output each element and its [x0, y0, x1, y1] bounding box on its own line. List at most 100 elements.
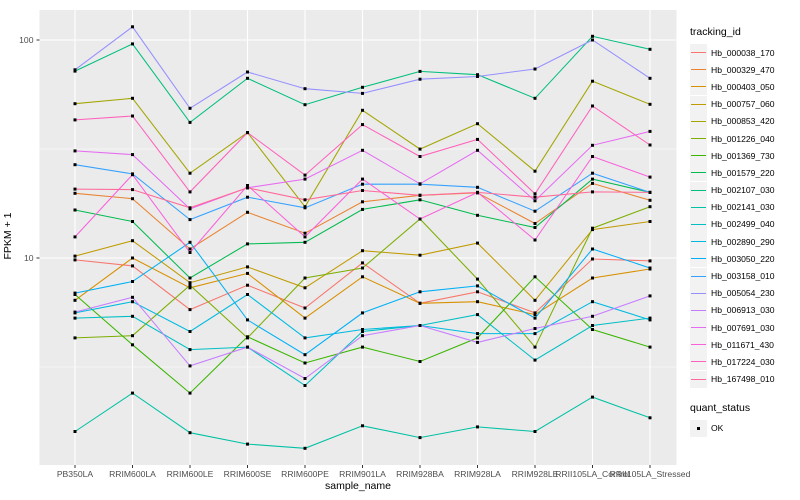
legend-entry-label: Hb_002107_030	[711, 185, 775, 196]
data-point	[591, 276, 594, 280]
data-point	[418, 253, 422, 257]
legend-line-icon	[691, 361, 706, 363]
data-point	[418, 436, 422, 440]
data-point	[246, 265, 249, 269]
data-point	[73, 235, 77, 239]
data-point	[533, 332, 537, 336]
legend-key-swatch	[690, 319, 707, 337]
data-point	[476, 300, 479, 304]
data-point	[246, 131, 249, 135]
legend-entry-Hb_005054_230: Hb_005054_230	[690, 284, 798, 302]
data-point	[361, 177, 364, 181]
data-point	[533, 311, 537, 315]
data-point	[131, 264, 134, 268]
data-point	[303, 446, 307, 450]
legend-key-swatch	[690, 233, 707, 251]
legend-entries: Hb_000038_170 Hb_000329_470 Hb_000403_050 H…	[690, 44, 798, 388]
data-point	[591, 314, 594, 318]
data-point	[648, 47, 652, 51]
data-point	[591, 395, 594, 399]
data-point	[533, 358, 537, 362]
data-point	[73, 187, 77, 191]
data-point	[131, 188, 134, 192]
data-point	[591, 34, 594, 38]
legend-entry-Hb_000403_050: Hb_000403_050	[690, 78, 798, 96]
data-point	[533, 195, 537, 199]
data-point	[591, 300, 594, 304]
data-point	[476, 122, 479, 126]
data-point	[131, 391, 134, 395]
data-point	[131, 239, 134, 243]
legend-entry-label: Hb_011671_430	[711, 339, 774, 350]
data-point	[188, 171, 192, 175]
data-point	[303, 377, 307, 380]
data-point	[361, 328, 364, 331]
data-point	[361, 182, 364, 186]
data-point	[73, 118, 77, 122]
data-point	[131, 300, 134, 304]
data-point	[73, 254, 77, 258]
data-point	[73, 310, 77, 314]
data-point	[303, 276, 307, 280]
legend-line-icon	[691, 189, 706, 191]
legend-line-icon	[691, 223, 706, 225]
data-point	[533, 316, 537, 320]
data-point	[476, 185, 479, 189]
data-point	[361, 424, 364, 428]
data-point	[188, 206, 192, 210]
legend-line-icon	[691, 206, 706, 208]
data-point	[131, 173, 134, 177]
data-point	[73, 291, 77, 295]
data-point	[418, 182, 422, 186]
data-point	[476, 284, 479, 288]
data-point	[648, 198, 652, 202]
legend-entry-label: Hb_002499_040	[711, 219, 775, 230]
legend-entry-label: Hb_001369_730	[711, 150, 775, 161]
data-point	[361, 189, 364, 192]
panel-background	[39, 10, 677, 465]
legend-line-icon	[691, 172, 706, 174]
data-point	[533, 222, 537, 225]
data-point	[246, 195, 249, 199]
x-tick-label: RRIM928LE	[512, 469, 559, 479]
data-point	[533, 96, 537, 100]
x-tick-label: PB350LA	[57, 469, 94, 479]
legend-key-swatch	[690, 164, 707, 182]
data-point	[73, 163, 77, 167]
legend-line-icon	[691, 86, 706, 88]
data-point	[418, 217, 422, 221]
data-point	[476, 241, 479, 245]
data-point	[418, 360, 422, 363]
legend-entry-label: Hb_007691_030	[711, 322, 775, 333]
data-point	[131, 314, 134, 318]
x-tick-label: RRIM600LA	[109, 469, 156, 479]
data-point	[246, 210, 249, 214]
data-point	[73, 258, 77, 262]
data-point	[188, 283, 192, 287]
data-point	[533, 192, 537, 196]
data-point	[246, 184, 249, 187]
data-point	[361, 200, 364, 204]
data-point	[361, 311, 364, 315]
data-point	[361, 334, 364, 338]
legend-key-swatch	[690, 336, 707, 354]
data-point	[303, 177, 307, 181]
data-point	[188, 276, 192, 280]
data-point	[533, 199, 537, 203]
data-point	[131, 220, 134, 223]
data-point	[188, 431, 192, 435]
data-point	[131, 153, 134, 157]
legend-entry-Hb_001226_040: Hb_001226_040	[690, 130, 798, 148]
data-point	[73, 102, 77, 106]
legend-entry-Hb_000757_060: Hb_000757_060	[690, 95, 798, 113]
legend-entry-label: Hb_002890_290	[711, 236, 775, 247]
data-point	[246, 76, 249, 80]
data-point	[188, 190, 192, 194]
data-point	[591, 181, 594, 185]
data-point	[131, 343, 134, 347]
data-point	[476, 137, 479, 141]
legend-entry-label: Hb_017224_030	[711, 356, 775, 367]
data-point	[591, 143, 594, 147]
legend-key-swatch	[690, 215, 707, 233]
x-tick-label: RRII105LA_Control	[555, 469, 630, 479]
